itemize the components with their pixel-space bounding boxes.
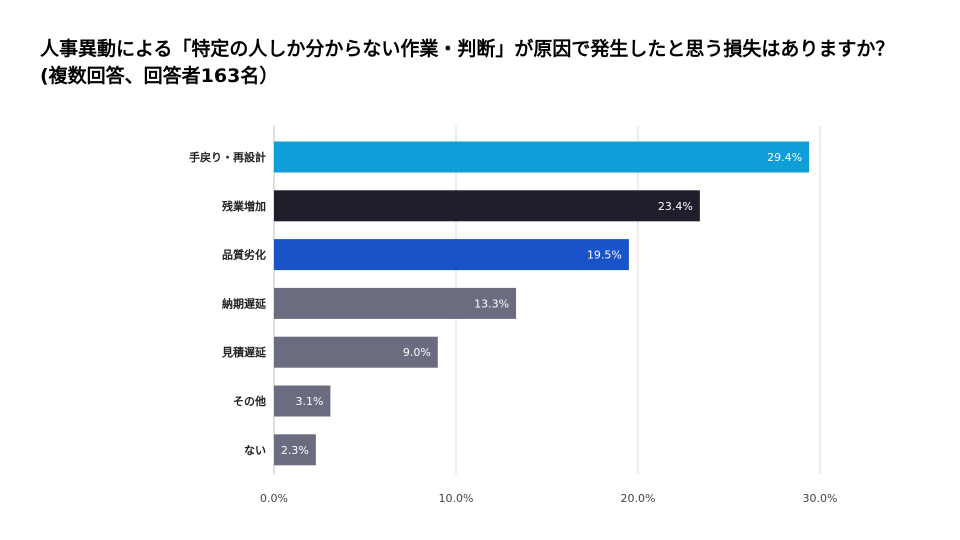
labels: 0.0% 10.0% 20.0% 30.0% 29.4% 手戻り・再設計 23.4% 残業増加… <box>189 150 837 505</box>
x-tick-label: 0.0% <box>260 492 288 505</box>
bar <box>274 385 331 417</box>
category-label: 残業増加 <box>222 199 266 213</box>
bar <box>274 239 629 271</box>
category-label: 見積遅延 <box>221 345 267 359</box>
bar <box>274 190 700 222</box>
bar-value-label: 3.1% <box>295 395 323 408</box>
bar-value-label: 23.4% <box>658 200 693 213</box>
bar-value-label: 19.5% <box>587 249 622 262</box>
bars <box>274 141 810 466</box>
bar <box>274 434 316 466</box>
bar <box>274 336 438 368</box>
category-label: 納期遅延 <box>222 296 267 310</box>
bar <box>274 287 517 319</box>
bar-value-label: 9.0% <box>403 346 431 359</box>
x-tick-label: 10.0% <box>439 492 474 505</box>
category-label: 品質劣化 <box>222 248 266 262</box>
x-tick-label: 30.0% <box>803 492 838 505</box>
category-label: その他 <box>233 394 266 408</box>
category-label: ない <box>244 444 266 457</box>
bar <box>274 141 810 173</box>
bar-value-label: 13.3% <box>474 297 509 310</box>
category-label: 手戻り・再設計 <box>189 150 266 164</box>
x-tick-label: 20.0% <box>621 492 656 505</box>
chart-title: 人事異動による「特定の人しか分からない作業・判断」が原因で発生したと思う損失はあ… <box>40 38 914 87</box>
bar-value-label: 2.3% <box>281 444 309 457</box>
bar-value-label: 29.4% <box>767 151 802 164</box>
